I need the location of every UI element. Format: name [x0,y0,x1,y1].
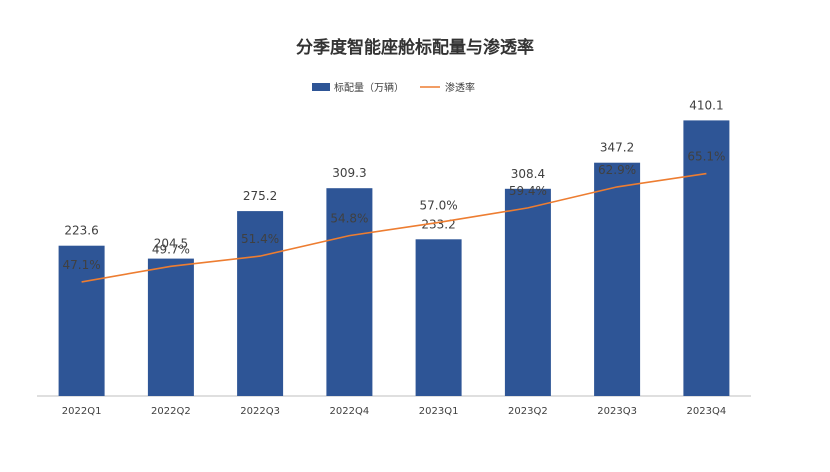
x-tick-label: 2022Q3 [240,406,280,417]
bar-value-label: 204.5 [154,237,188,251]
rate-value-label: 49.7% [152,242,190,256]
rate-value-label: 65.1% [687,150,725,164]
legend-swatch-bar [312,83,330,91]
bar-2023Q4 [683,120,730,397]
legend: 标配量（万辆） 渗透率 [312,81,475,94]
chart-title: 分季度智能座舱标配量与渗透率 [296,37,534,58]
bar-value-label: 309.3 [332,166,366,180]
bar-value-label: 223.6 [64,224,98,238]
x-tick-label: 2022Q2 [151,406,191,417]
legend-label-line: 渗透率 [445,81,475,94]
rate-value-label: 62.9% [598,163,636,177]
rate-value-label: 54.8% [330,212,368,226]
bar-value-label: 347.2 [600,141,634,155]
bar-series [58,120,730,397]
x-tick-label: 2023Q4 [687,406,727,417]
rate-value-label: 51.4% [241,232,279,246]
bar-value-label: 308.4 [511,167,545,181]
x-tick-labels: 2022Q1 2022Q2 2022Q3 2022Q4 2023Q1 2023Q2 2023… [62,406,726,417]
penetration-rate-line [81,172,707,283]
bar-2023Q3 [594,162,641,396]
x-tick-label: 2022Q1 [62,406,102,417]
rate-value-label: 47.1% [63,258,101,272]
rate-value-label: 57.0% [420,198,458,212]
x-tick-label: 2023Q1 [419,406,459,417]
x-tick-label: 2023Q3 [597,406,637,417]
x-tick-label: 2022Q4 [330,406,370,417]
bar-value-label: 275.2 [243,189,277,203]
bar-2023Q1 [415,239,462,396]
bar-2022Q1 [58,245,105,396]
bar-2022Q3 [237,211,284,396]
bar-2023Q2 [504,188,551,396]
bar-2022Q4 [326,188,373,396]
bar-value-label: 410.1 [689,98,723,112]
bar-2022Q2 [147,258,194,396]
line-data-labels: 47.1% 49.7% 51.4% 54.8% 57.0% 59.4% 62.9% 65.1% [63,150,726,272]
legend-label-bar: 标配量（万辆） [334,81,404,94]
rate-value-label: 59.4% [509,184,547,198]
x-tick-label: 2023Q2 [508,406,548,417]
